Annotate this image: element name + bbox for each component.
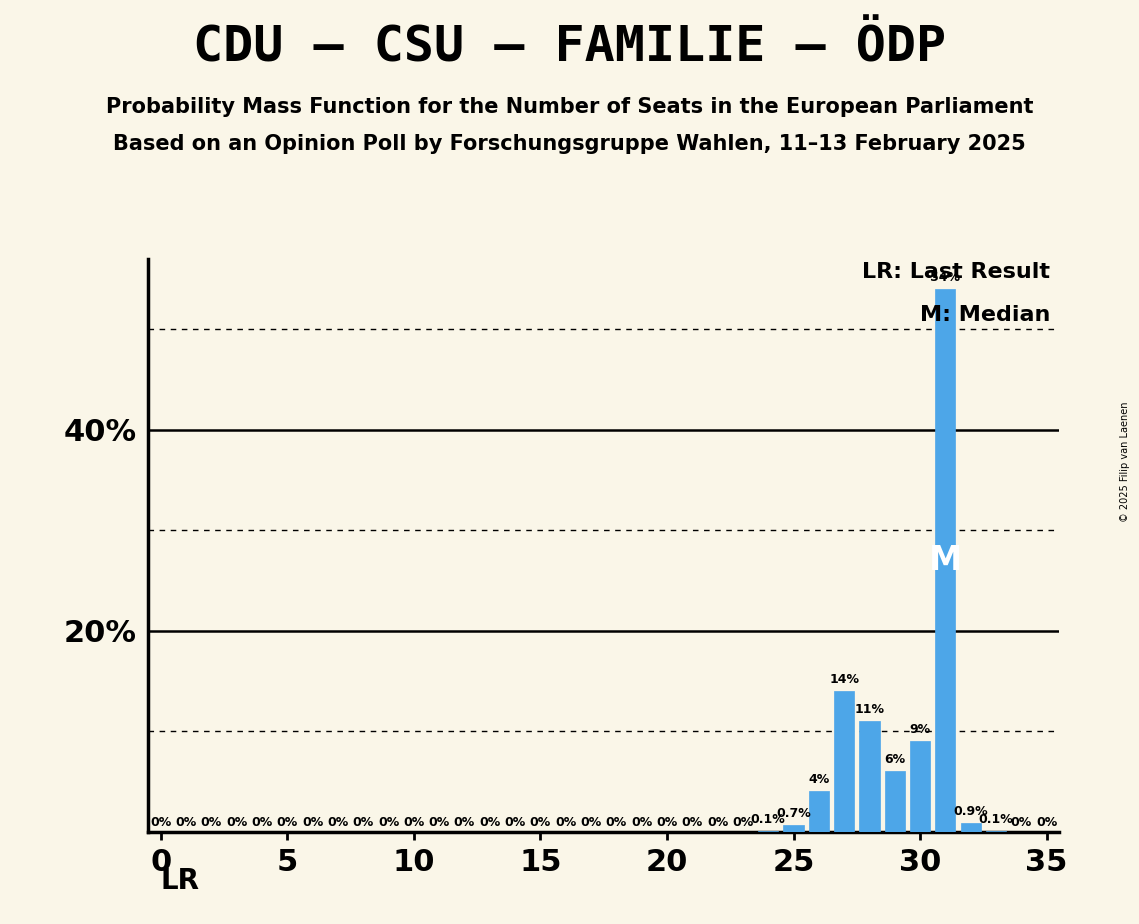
Text: 0%: 0% (1010, 816, 1032, 829)
Text: Based on an Opinion Poll by Forschungsgruppe Wahlen, 11–13 February 2025: Based on an Opinion Poll by Forschungsgr… (113, 134, 1026, 154)
Text: 54%: 54% (931, 271, 960, 284)
Text: 0%: 0% (175, 816, 197, 829)
Text: 11%: 11% (854, 703, 885, 716)
Bar (859, 721, 879, 832)
Text: 4%: 4% (809, 773, 829, 786)
Text: 0%: 0% (403, 816, 425, 829)
Bar (784, 824, 804, 832)
Text: 6%: 6% (884, 753, 906, 766)
Text: 0%: 0% (327, 816, 349, 829)
Text: 0%: 0% (252, 816, 272, 829)
Bar (809, 791, 829, 832)
Bar (759, 831, 778, 832)
Text: 0%: 0% (353, 816, 374, 829)
Text: 0.9%: 0.9% (953, 805, 988, 818)
Text: 0%: 0% (530, 816, 551, 829)
Text: 0%: 0% (505, 816, 526, 829)
Text: 0%: 0% (150, 816, 171, 829)
Text: 9%: 9% (910, 723, 931, 736)
Text: 0.7%: 0.7% (776, 807, 811, 820)
Text: 0%: 0% (656, 816, 678, 829)
Text: 0%: 0% (732, 816, 754, 829)
Bar (885, 772, 904, 832)
Text: © 2025 Filip van Laenen: © 2025 Filip van Laenen (1120, 402, 1130, 522)
Text: 0%: 0% (378, 816, 399, 829)
Bar (960, 822, 981, 832)
Bar (834, 691, 854, 832)
Text: 0%: 0% (631, 816, 653, 829)
Text: LR: Last Result: LR: Last Result (862, 261, 1050, 282)
Text: M: M (928, 543, 962, 577)
Text: 0%: 0% (302, 816, 323, 829)
Text: 0%: 0% (606, 816, 626, 829)
Text: 0%: 0% (200, 816, 222, 829)
Text: 0%: 0% (581, 816, 601, 829)
Text: 0.1%: 0.1% (978, 812, 1014, 825)
Text: 0%: 0% (277, 816, 298, 829)
Text: M: Median: M: Median (920, 305, 1050, 324)
Bar (935, 289, 956, 832)
Text: 0%: 0% (428, 816, 450, 829)
Text: 0%: 0% (453, 816, 475, 829)
Bar (986, 831, 1006, 832)
Text: LR: LR (161, 867, 199, 894)
Text: 0%: 0% (707, 816, 728, 829)
Text: 0%: 0% (226, 816, 247, 829)
Text: 0%: 0% (681, 816, 703, 829)
Bar (910, 741, 931, 832)
Text: 0.1%: 0.1% (751, 812, 786, 825)
Text: Probability Mass Function for the Number of Seats in the European Parliament: Probability Mass Function for the Number… (106, 97, 1033, 117)
Text: 0%: 0% (1036, 816, 1057, 829)
Text: 0%: 0% (480, 816, 500, 829)
Text: 14%: 14% (829, 673, 859, 686)
Text: CDU – CSU – FAMILIE – ÖDP: CDU – CSU – FAMILIE – ÖDP (192, 23, 947, 71)
Text: 0%: 0% (555, 816, 576, 829)
